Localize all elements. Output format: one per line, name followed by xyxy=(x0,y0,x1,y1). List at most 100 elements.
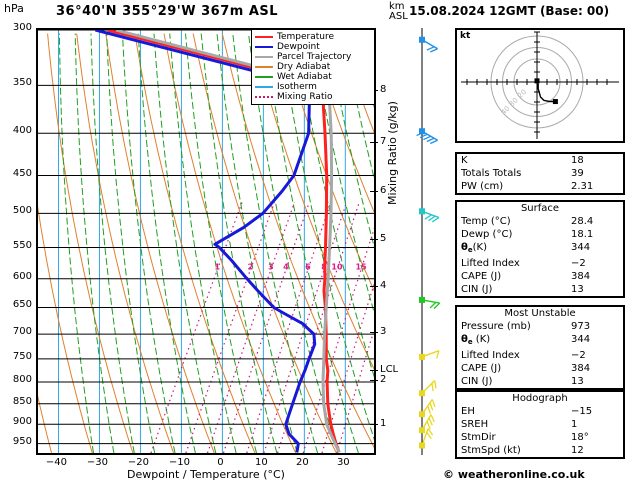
legend-label: Isotherm xyxy=(277,81,317,92)
pressure-tick-350: 350 xyxy=(12,77,32,89)
altitude-tick-mark xyxy=(370,285,378,287)
most-unstable-label: Pressure (mb) xyxy=(461,321,531,332)
most-unstable-value: 973 xyxy=(571,321,591,332)
lcl-label: LCL xyxy=(380,363,399,375)
legend-swatch xyxy=(255,76,273,78)
most-unstable-label: Lifted Index xyxy=(461,350,520,361)
wind-barb xyxy=(416,128,438,145)
legend-label: Dewpoint xyxy=(277,41,320,52)
surface-label: Lifted Index xyxy=(461,258,520,269)
pressure-tick-500: 500 xyxy=(12,205,32,217)
most-unstable-label: CIN (J) xyxy=(461,376,493,387)
legend-swatch xyxy=(255,46,273,48)
temp-tick-0: 0 xyxy=(217,457,224,468)
page-title: 36°40'N 355°29'W 367m ASL xyxy=(56,4,279,19)
altitude-axis-unit: km ASL xyxy=(389,2,408,22)
legend-label: Dry Adiabat xyxy=(277,61,331,72)
surface-label: Temp (°C) xyxy=(461,216,511,227)
surface-value: 18.1 xyxy=(571,229,594,240)
x-axis-title: Dewpoint / Temperature (°C) xyxy=(127,468,285,481)
most-unstable-value: 384 xyxy=(571,363,591,374)
legend-label: Temperature xyxy=(277,31,335,42)
altitude-tick-7km: 7 xyxy=(380,135,387,147)
surface-row: Lifted Index −2 xyxy=(457,257,623,270)
altitude-tick-mark xyxy=(370,380,378,381)
pressure-tick-850: 850 xyxy=(12,395,32,407)
mixing-ratio-label: 6 xyxy=(305,263,311,272)
legend-label: Wet Adiabat xyxy=(277,71,332,82)
pressure-tick-950: 950 xyxy=(12,435,32,447)
surface-value: −2 xyxy=(571,258,586,269)
temp-tick--10: −10 xyxy=(168,457,190,468)
index-label: PW (cm) xyxy=(461,181,504,192)
index-value: 39 xyxy=(571,168,584,179)
surface-row: CIN (J) 13 xyxy=(457,283,623,296)
most-unstable-value: 13 xyxy=(571,376,584,387)
hodograph-endpoint xyxy=(552,99,558,105)
mixing-ratio-label: 3 xyxy=(268,263,274,272)
surface-heading: Surface xyxy=(520,203,560,214)
hodograph-plot[interactable]: 20 30 40 xyxy=(455,28,625,143)
surface-panel: Surface Temp (°C) 28.4 Dewp (°C) 18.1 θe(K) 34… xyxy=(455,200,625,298)
hodograph-ring-label: 20 xyxy=(516,88,528,100)
surface-row: θe(K) 344 xyxy=(457,241,623,257)
legend-item-isotherm: Isotherm xyxy=(255,82,371,92)
hodograph-trace xyxy=(536,80,556,103)
wind-barb xyxy=(419,296,441,310)
surface-row: Dewp (°C) 18.1 xyxy=(457,228,623,241)
index-row: Totals Totals 39 xyxy=(457,167,623,180)
index-label: K xyxy=(461,155,468,166)
legend-item-mixing-ratio: Mixing Ratio xyxy=(255,92,371,102)
altitude-tick-mark xyxy=(370,424,378,426)
hodograph-stat-value: 12 xyxy=(571,445,584,456)
surface-label: CAPE (J) xyxy=(461,271,502,282)
wind-barb xyxy=(419,36,438,53)
wind-barb xyxy=(419,379,437,397)
hodograph-endpoint xyxy=(534,78,540,84)
hodograph-stat-label: SREH xyxy=(461,419,489,430)
surface-label: Dewp (°C) xyxy=(461,229,513,240)
altitude-tick-mark xyxy=(370,141,378,143)
hodograph-stat-row: EH −15 xyxy=(457,405,623,418)
most-unstable-row: θe (K) 344 xyxy=(457,333,623,349)
surface-value: 344 xyxy=(571,242,591,253)
surface-label: θe(K) xyxy=(461,242,487,254)
index-value: 2.31 xyxy=(571,181,594,192)
altitude-tick-3km: 3 xyxy=(380,326,387,338)
mixing-ratio-label: 4 xyxy=(283,263,289,272)
most-unstable-row: Pressure (mb) 973 xyxy=(457,320,623,333)
temp-tick-20: 20 xyxy=(295,457,309,468)
altitude-tick-1km: 1 xyxy=(380,418,387,430)
legend-swatch xyxy=(255,86,273,88)
most-unstable-row: CAPE (J) 384 xyxy=(457,362,623,375)
surface-value: 13 xyxy=(571,284,584,295)
temp-tick--30: −30 xyxy=(86,457,108,468)
hodograph-stat-label: StmDir xyxy=(461,432,496,443)
trace-parcel-trajectory xyxy=(115,30,341,453)
surface-row: Temp (°C) 28.4 xyxy=(457,215,623,228)
hodograph-stat-label: EH xyxy=(461,406,475,417)
lcl-tick-mark xyxy=(370,369,378,371)
index-row: PW (cm) 2.31 xyxy=(457,180,623,193)
most-unstable-row: CIN (J) 13 xyxy=(457,375,623,388)
legend-swatch xyxy=(255,56,273,58)
altitude-tick-6km: 6 xyxy=(380,184,387,196)
altitude-tick-2km: 2 xyxy=(380,374,387,385)
pressure-tick-550: 550 xyxy=(12,239,32,251)
mixing-ratio-label: 15 xyxy=(355,263,367,272)
km-unit-label: km xyxy=(389,1,405,12)
altitude-tick-4km: 4 xyxy=(380,279,387,291)
hodograph-unit-label: kt xyxy=(460,31,471,41)
most-unstable-value: 344 xyxy=(571,334,591,345)
index-row: K 18 xyxy=(457,154,623,167)
copyright-footer: © weatheronline.co.uk xyxy=(443,468,585,481)
legend-item-dry-adiabat: Dry Adiabat xyxy=(255,62,371,72)
pressure-tick-800: 800 xyxy=(12,374,32,385)
hodograph-stat-row: SREH 1 xyxy=(457,418,623,431)
mixing-ratio-label: 1 xyxy=(215,263,221,272)
most-unstable-row: Lifted Index −2 xyxy=(457,349,623,362)
hodograph-stat-label: StmSpd (kt) xyxy=(461,445,521,456)
run-datetime: 15.08.2024 12GMT (Base: 00) xyxy=(409,4,610,18)
legend-item-temperature: Temperature xyxy=(255,32,371,42)
